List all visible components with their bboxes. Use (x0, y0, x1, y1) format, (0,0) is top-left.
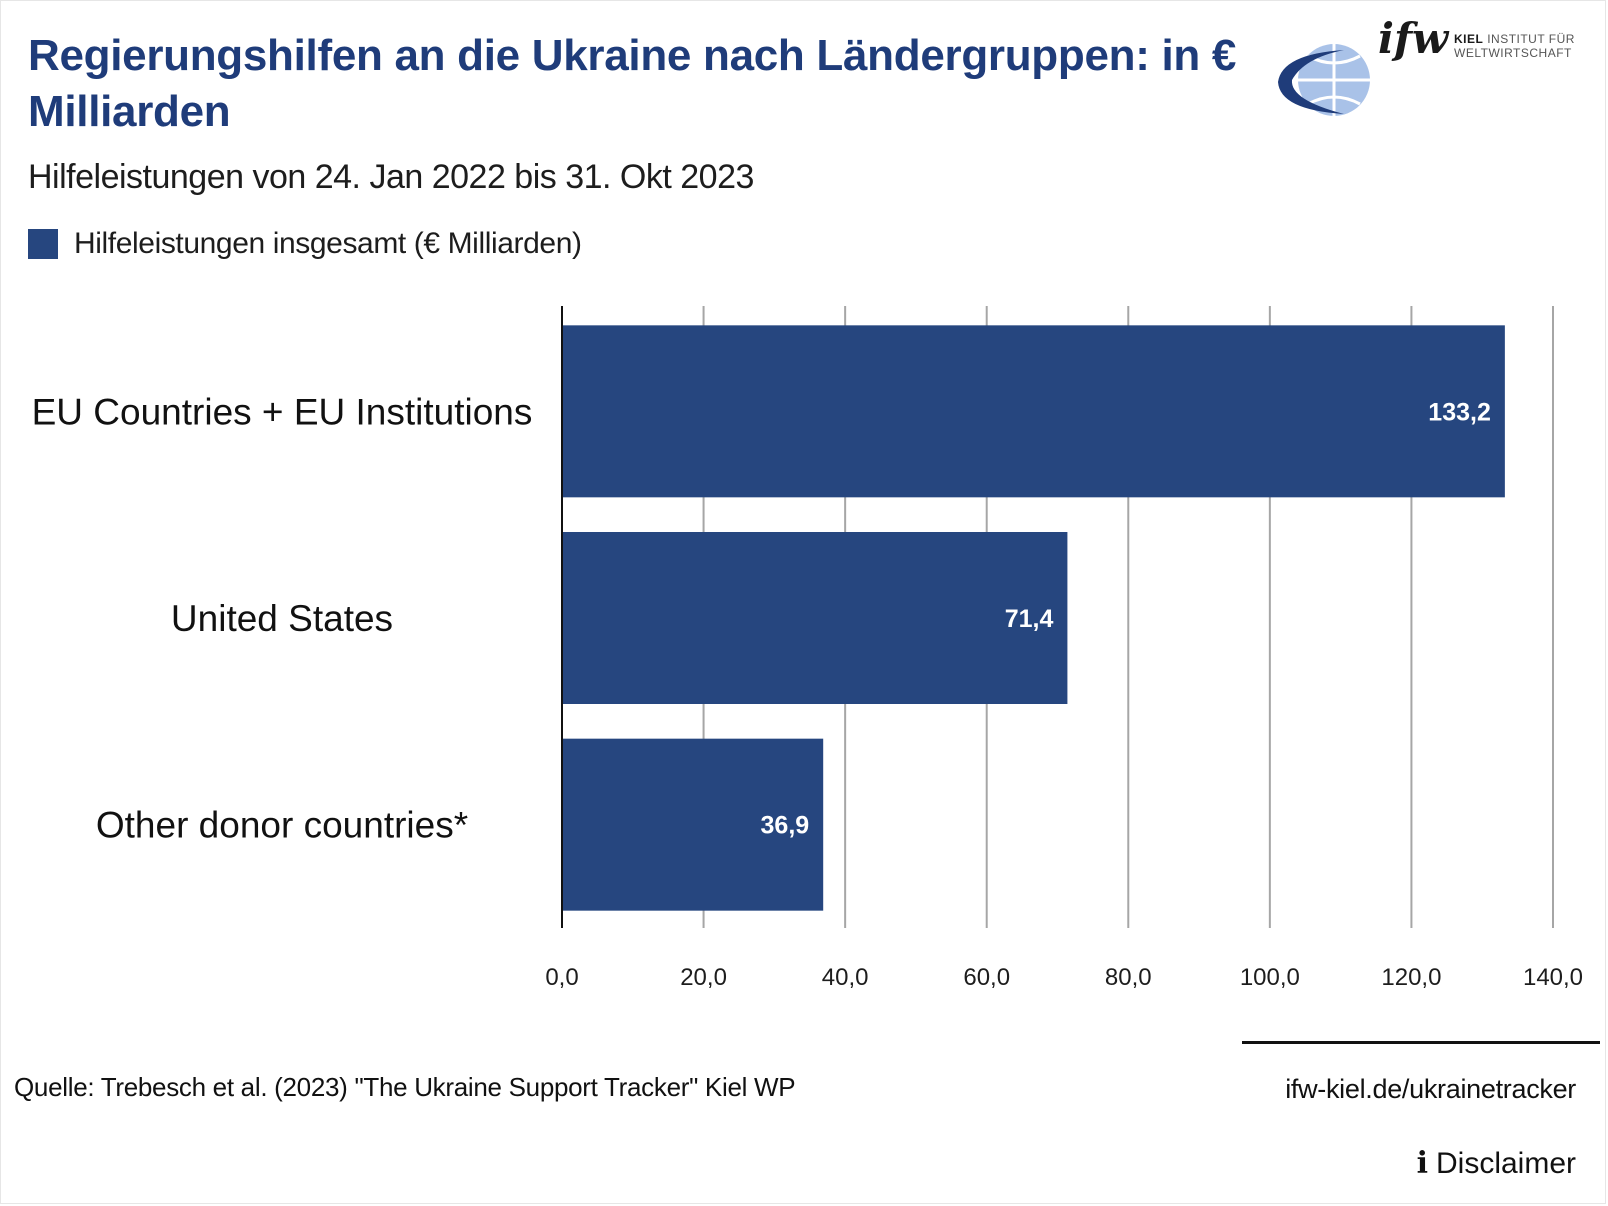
legend-label: Hilfeleistungen insgesamt (€ Milliarden) (74, 227, 582, 260)
logo-word: ifw (1378, 14, 1449, 63)
info-icon: i (1416, 1146, 1428, 1181)
data-label: 133,2 (1428, 398, 1491, 426)
logo-line2: WELTWIRTSCHAFT (1454, 46, 1572, 60)
disclaimer-label: Disclaimer (1435, 1146, 1576, 1180)
logo-line1-rest: INSTITUT FÜR (1487, 32, 1575, 46)
x-tick-label: 120,0 (1381, 964, 1441, 991)
globe-icon (1278, 44, 1370, 116)
x-tick-label: 20,0 (680, 964, 727, 991)
bar (562, 325, 1505, 498)
bars: 133,2 71,4 36,9 (562, 325, 1505, 911)
legend: Hilfeleistungen insgesamt (€ Milliarden) (28, 226, 582, 262)
x-tick-label: 100,0 (1240, 964, 1300, 991)
data-label: 71,4 (1005, 605, 1054, 633)
footer-divider (1242, 1041, 1600, 1044)
logo-line1: KIEL INSTITUT FÜR (1454, 32, 1575, 46)
data-label: 36,9 (761, 812, 810, 840)
chart-subtitle: Hilfeleistungen von 24. Jan 2022 bis 31.… (28, 158, 754, 196)
x-tick-label: 60,0 (963, 964, 1010, 991)
source-note: Quelle: Trebesch et al. (2023) "The Ukra… (14, 1072, 796, 1102)
disclaimer-button[interactable]: i Disclaimer (1417, 1146, 1576, 1181)
x-tick-label: 140,0 (1523, 964, 1583, 991)
bar (562, 738, 824, 911)
category-labels: EU Countries + EU Institutions United Sta… (32, 391, 533, 845)
category-label: United States (171, 598, 393, 639)
tracker-link[interactable]: ifw-kiel.de/ukrainetracker (1285, 1074, 1576, 1104)
category-label: EU Countries + EU Institutions (32, 391, 533, 432)
x-tick-label: 40,0 (822, 964, 869, 991)
bar-chart: 133,2 71,4 36,9 EU Countries + EU Institut… (32, 306, 1583, 991)
chart-title: Regierungshilfen an die Ukraine nach Län… (28, 31, 1237, 136)
x-tick-label: 0,0 (545, 964, 578, 991)
category-label: Other donor countries* (96, 805, 468, 846)
ifw-logo: ifw KIEL INSTITUT FÜR WELTWIRTSCHAFT (1278, 14, 1588, 128)
bar (562, 532, 1068, 704)
x-tick-labels: 0,0 20,0 40,0 60,0 80,0 100,0 120,0 140,0 (545, 964, 1583, 991)
logo-line1-bold: KIEL (1454, 32, 1484, 46)
x-tick-label: 80,0 (1105, 964, 1152, 991)
legend-swatch (28, 229, 58, 259)
